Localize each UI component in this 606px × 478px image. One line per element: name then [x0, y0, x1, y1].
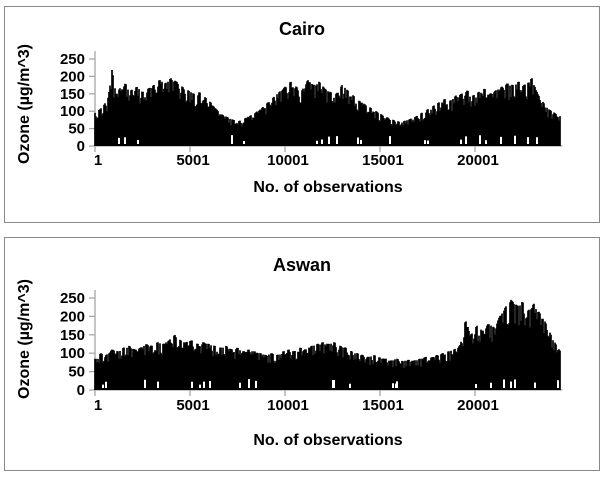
aswan-chart-title: Aswan	[272, 255, 332, 275]
ozone-series	[94, 70, 561, 146]
x-tick-label: 20001	[457, 152, 499, 169]
x-tick-label: 5001	[176, 152, 209, 169]
x-tick-label: 10001	[267, 152, 309, 169]
y-tick-label: 100	[60, 103, 85, 120]
y-tick-label: 250	[60, 290, 85, 307]
y-tick-label: 150	[60, 327, 85, 344]
x-tick-label: 1	[94, 152, 102, 169]
cairo-chart-panel: Cairo Ozone (µg/m^3) 0 50 100 150 200 250 1 500…	[4, 6, 600, 223]
y-tick-label: 150	[60, 86, 85, 103]
x-tick-label: 15001	[362, 397, 404, 414]
x-tick-label: 15001	[362, 152, 404, 169]
cairo-chart-title: Cairo	[278, 19, 325, 39]
x-tick-label: 20001	[457, 397, 499, 414]
y-tick-label: 100	[60, 345, 85, 362]
y-tick-label: 250	[60, 51, 85, 68]
y-tick-label: 200	[60, 68, 85, 85]
y-tick-label: 0	[77, 138, 85, 155]
ozone-series	[94, 299, 561, 390]
aswan-x-axis-label: No. of observations	[253, 432, 403, 449]
aswan-chart-panel: Aswan Ozone (µg/m^3) 0 50 100 150 200 250 1 500…	[4, 237, 600, 471]
y-tick-label: 50	[68, 121, 85, 138]
y-tick-label: 200	[60, 308, 85, 325]
y-tick-label: 50	[68, 364, 85, 381]
x-tick-label: 5001	[176, 397, 209, 414]
y-tick-label: 0	[77, 382, 85, 399]
x-tick-label: 10001	[267, 397, 309, 414]
x-tick-label: 1	[94, 397, 102, 414]
cairo-x-axis-label: No. of observations	[253, 179, 403, 196]
